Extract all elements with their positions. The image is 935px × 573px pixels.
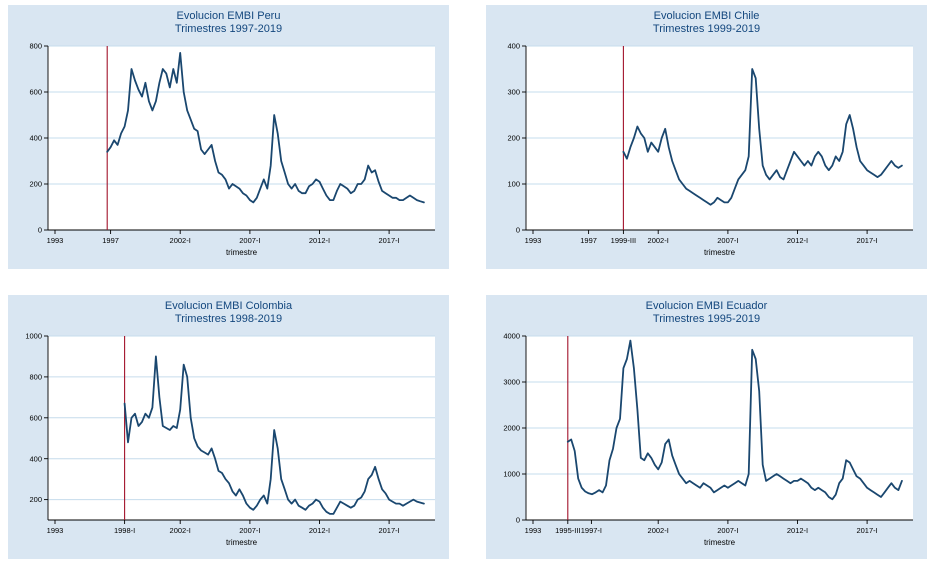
svg-text:2002-I: 2002-I — [648, 236, 669, 245]
svg-text:1993: 1993 — [525, 236, 542, 245]
chart-subtitle-peru: Trimestres 1997-2019 — [174, 23, 283, 35]
svg-text:2007-I: 2007-I — [239, 526, 260, 535]
svg-text:1993: 1993 — [47, 236, 64, 245]
chart-subtitle-ecuador: Trimestres 1995-2019 — [652, 313, 761, 325]
svg-text:2002-I: 2002-I — [170, 526, 191, 535]
svg-text:2007-I: 2007-I — [239, 236, 260, 245]
svg-text:2012-I: 2012-I — [309, 526, 330, 535]
svg-text:2002-I: 2002-I — [648, 526, 669, 535]
svg-text:2012-I: 2012-I — [787, 236, 808, 245]
svg-text:1998-I: 1998-I — [114, 526, 135, 535]
svg-text:2012-I: 2012-I — [787, 526, 808, 535]
chart-plot-chile: 0 100 200 300 400 1997 1993 1999-III 2002-I 2007-… — [486, 36, 927, 269]
svg-text:400: 400 — [507, 42, 520, 51]
svg-text:0: 0 — [516, 516, 520, 525]
chart-title-chile: Evolucion EMBI Chile — [653, 10, 760, 22]
svg-text:300: 300 — [507, 88, 520, 97]
chart-plot-ecuador: 0 1000 2000 3000 4000 1993 1995-III 1997-I 2002-… — [486, 326, 927, 559]
svg-text:1997-I: 1997-I — [581, 526, 602, 535]
svg-text:1000: 1000 — [503, 470, 520, 479]
svg-text:600: 600 — [29, 413, 42, 422]
svg-text:1993: 1993 — [47, 526, 64, 535]
svg-text:200: 200 — [29, 180, 42, 189]
svg-text:1997: 1997 — [102, 236, 119, 245]
svg-text:600: 600 — [29, 88, 42, 97]
chart-panel-embi-ecuador: Evolucion EMBI Ecuador Trimestres 1995-2… — [486, 295, 927, 559]
svg-text:1993: 1993 — [525, 526, 542, 535]
svg-text:0: 0 — [38, 226, 42, 235]
chart-title-peru: Evolucion EMBI Peru — [176, 10, 281, 22]
svg-text:2007-I: 2007-I — [717, 526, 738, 535]
svg-text:200: 200 — [29, 495, 42, 504]
svg-text:1997: 1997 — [580, 236, 597, 245]
chart-panel-embi-peru: Evolucion EMBI Peru Trimestres 1997-2019… — [8, 5, 449, 269]
svg-text:800: 800 — [29, 373, 42, 382]
chart-plot-peru: 0 200 400 600 800 1993 1997 2002-I 2007-I 2012-I 2… — [8, 36, 449, 269]
svg-text:100: 100 — [507, 180, 520, 189]
svg-text:trimestre: trimestre — [704, 538, 736, 547]
chart-title-colombia: Evolucion EMBI Colombia — [164, 300, 293, 312]
svg-text:2017-I: 2017-I — [378, 526, 399, 535]
svg-text:4000: 4000 — [503, 332, 520, 341]
svg-text:0: 0 — [516, 226, 520, 235]
svg-text:trimestre: trimestre — [704, 248, 736, 257]
svg-text:2007-I: 2007-I — [717, 236, 738, 245]
svg-text:3000: 3000 — [503, 378, 520, 387]
svg-text:800: 800 — [29, 42, 42, 51]
svg-text:200: 200 — [507, 134, 520, 143]
svg-text:2017-I: 2017-I — [378, 236, 399, 245]
svg-text:2000: 2000 — [503, 424, 520, 433]
svg-text:1995-III: 1995-III — [555, 526, 580, 535]
svg-text:2012-I: 2012-I — [309, 236, 330, 245]
svg-text:2017-I: 2017-I — [856, 526, 877, 535]
svg-text:400: 400 — [29, 134, 42, 143]
svg-text:2017-I: 2017-I — [856, 236, 877, 245]
chart-plot-colombia: 200 400 600 800 1000 1993 1998-I 2002-I 2007-I 20… — [8, 326, 449, 559]
svg-text:2002-I: 2002-I — [170, 236, 191, 245]
chart-title-ecuador: Evolucion EMBI Ecuador — [645, 300, 768, 312]
chart-panel-embi-chile: Evolucion EMBI Chile Trimestres 1999-201… — [486, 5, 927, 269]
svg-text:trimestre: trimestre — [226, 248, 258, 257]
svg-text:1000: 1000 — [25, 332, 42, 341]
chart-subtitle-chile: Trimestres 1999-2019 — [652, 23, 761, 35]
svg-text:1999-III: 1999-III — [611, 236, 636, 245]
chart-subtitle-colombia: Trimestres 1998-2019 — [174, 313, 283, 325]
svg-text:400: 400 — [29, 454, 42, 463]
chart-panel-embi-colombia: Evolucion EMBI Colombia Trimestres 1998-… — [8, 295, 449, 559]
svg-text:trimestre: trimestre — [226, 538, 258, 547]
